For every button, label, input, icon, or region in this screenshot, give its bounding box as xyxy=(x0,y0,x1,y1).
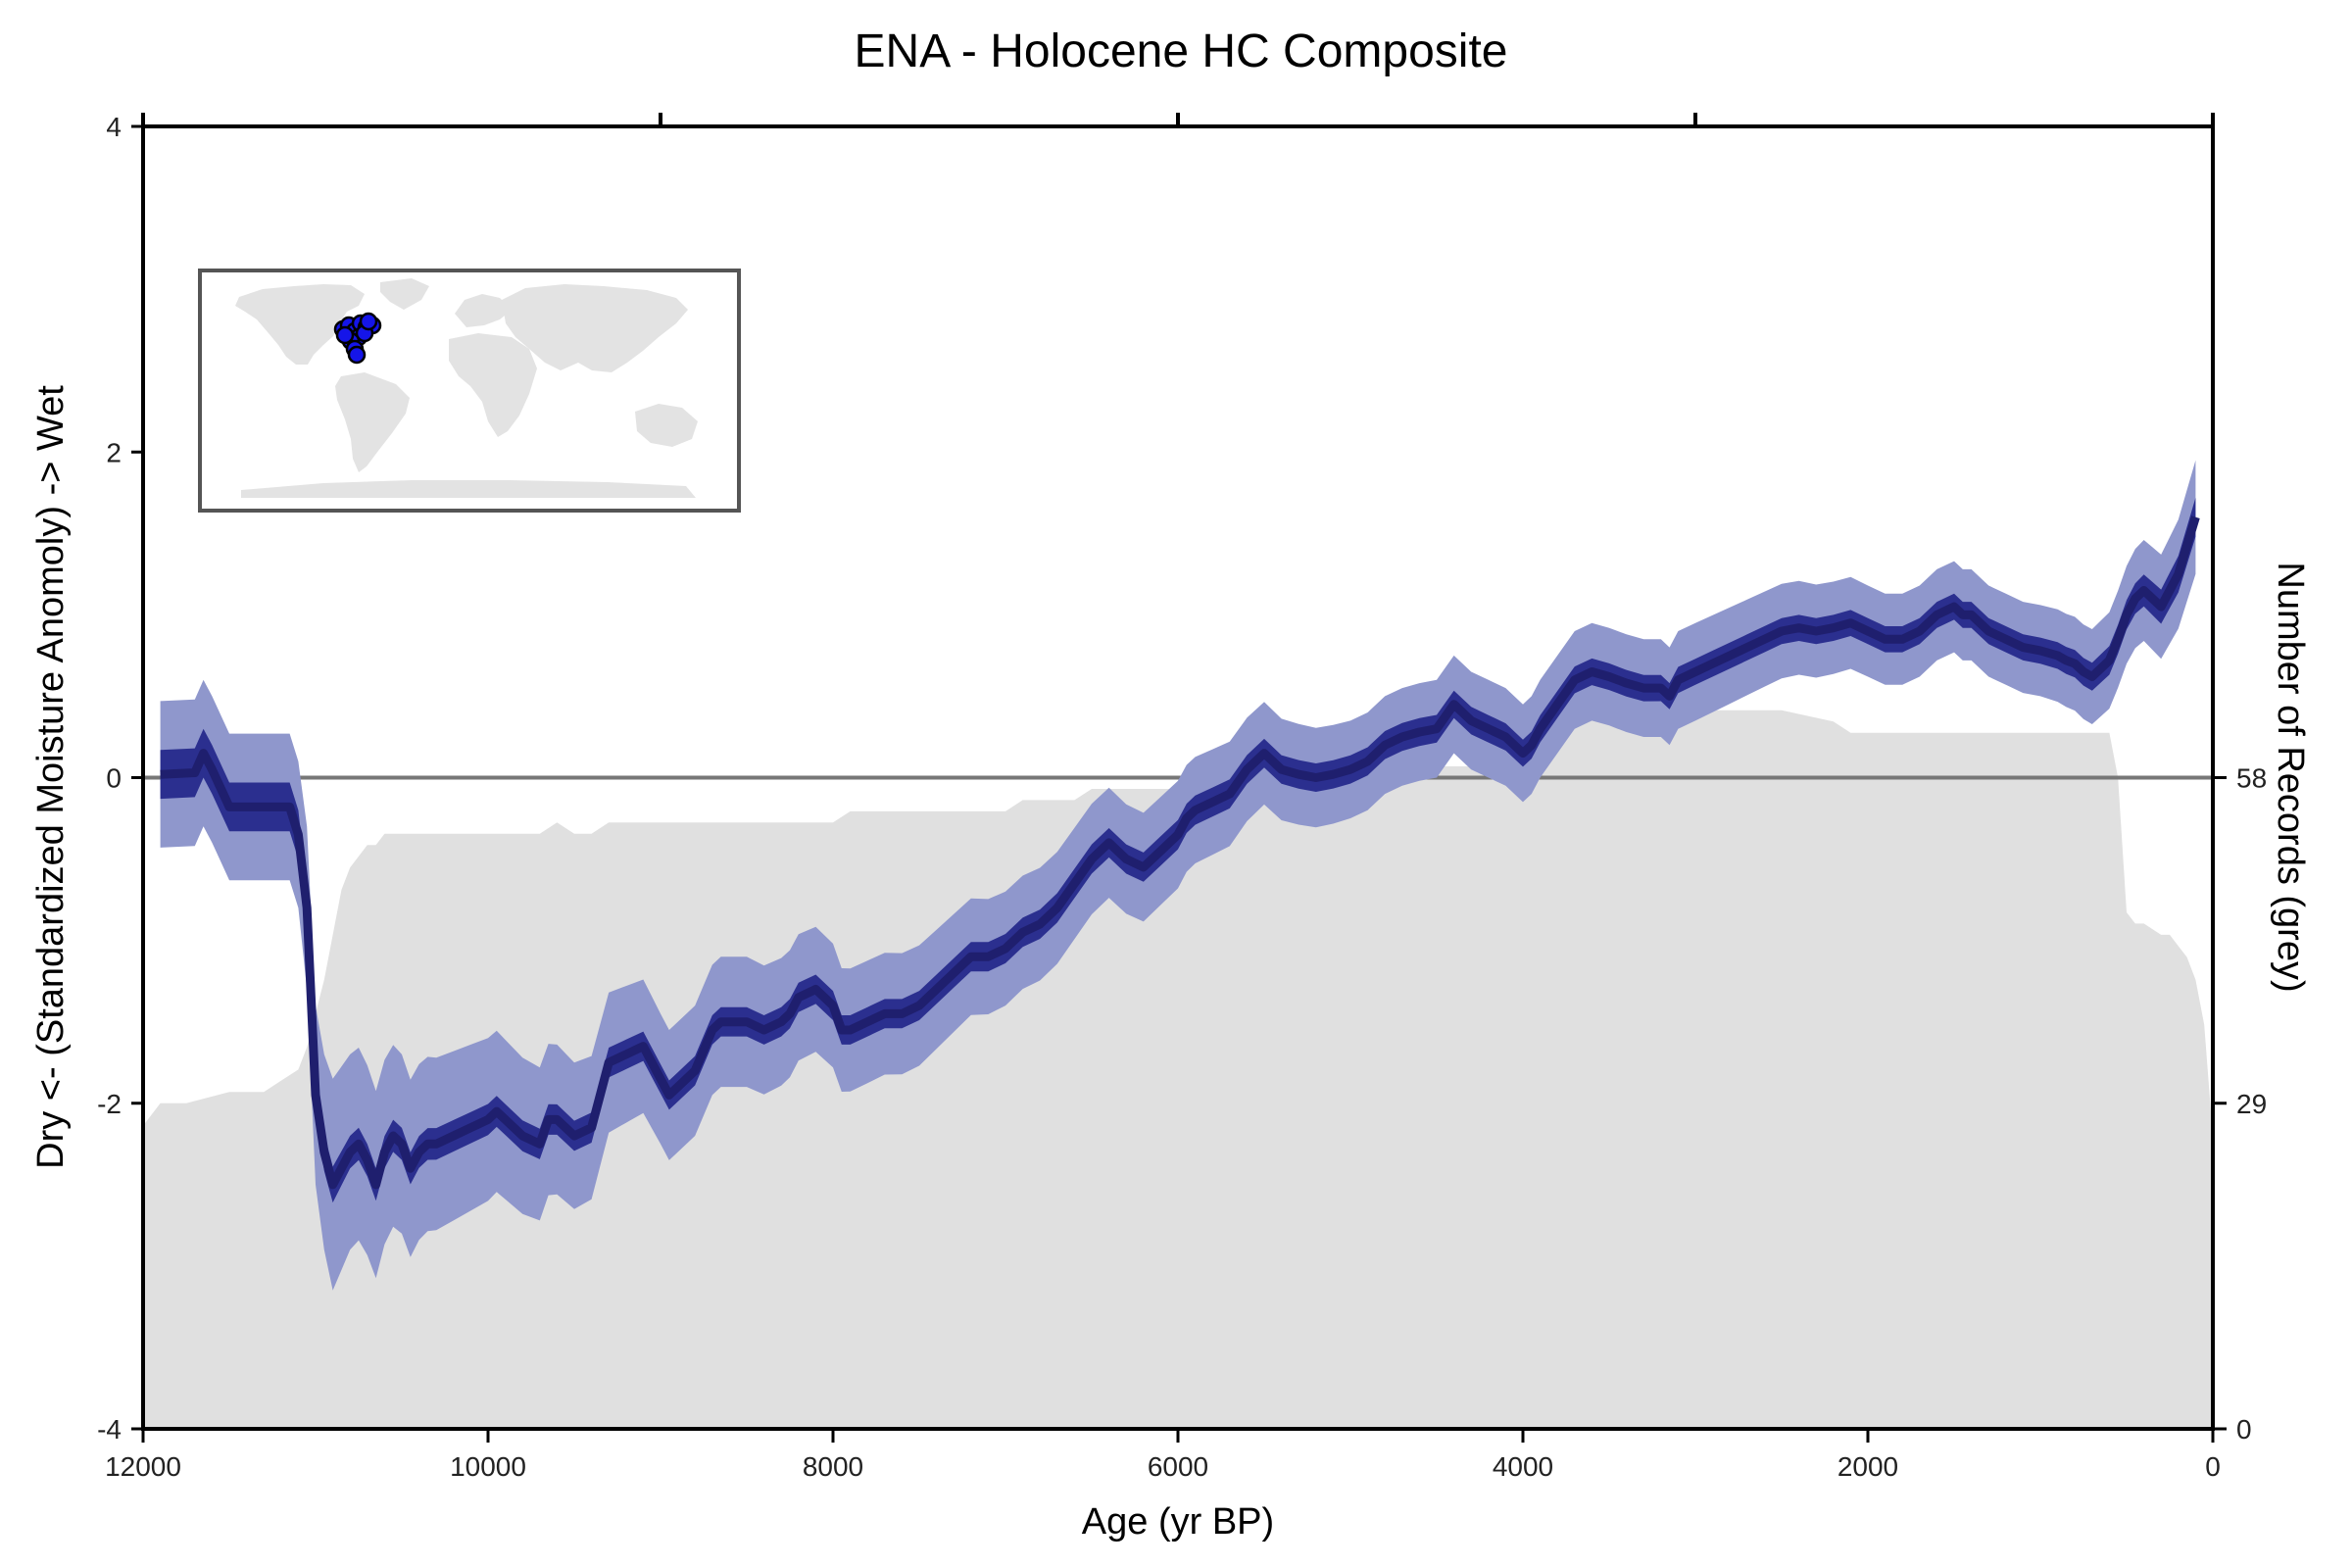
map-asia xyxy=(502,284,688,372)
map-greenland xyxy=(380,278,429,310)
y-tick-label: 0 xyxy=(106,763,122,794)
plot-area xyxy=(143,460,2213,1429)
x-axis: 12000 10000 8000 6000 4000 2000 0 xyxy=(105,1429,2221,1482)
y-axis-label: Dry <- (Standardized Moisture Anomoly) -… xyxy=(30,385,72,1169)
x-axis-label: Age (yr BP) xyxy=(1082,1501,1274,1543)
y-tick-label: -2 xyxy=(97,1089,122,1119)
x-tick-label: 8000 xyxy=(803,1451,863,1482)
map-australia xyxy=(635,404,698,447)
y2-tick-label: 58 xyxy=(2236,763,2267,794)
y-axis: 4 2 0 -2 -4 xyxy=(97,112,143,1445)
inset-world-map xyxy=(198,269,741,513)
y-axis-right: 0 29 58 xyxy=(2213,763,2267,1445)
y2-tick-label: 0 xyxy=(2236,1414,2252,1445)
x-tick-label: 0 xyxy=(2205,1451,2221,1482)
y-tick-label: 4 xyxy=(106,112,122,142)
chart-title: ENA - Holocene HC Composite xyxy=(855,25,1508,77)
records-area xyxy=(143,710,2213,1429)
map-south-america xyxy=(335,372,410,472)
x-tick-label: 6000 xyxy=(1148,1451,1208,1482)
map-north-america xyxy=(235,284,365,365)
x-tick-label: 12000 xyxy=(105,1451,181,1482)
y2-axis-label: Number of Records (grey) xyxy=(2270,562,2311,992)
map-antarctica xyxy=(241,480,696,498)
x-tick-label: 10000 xyxy=(450,1451,526,1482)
map-land xyxy=(235,278,698,498)
x-tick-label: 4000 xyxy=(1493,1451,1553,1482)
y-tick-label: 2 xyxy=(106,437,122,467)
y-tick-label: -4 xyxy=(97,1414,122,1445)
x-tick-label: 2000 xyxy=(1838,1451,1898,1482)
map-sites xyxy=(333,312,382,365)
site-marker xyxy=(347,345,367,365)
x-axis-top xyxy=(141,113,2215,126)
site-marker xyxy=(359,312,378,331)
y2-tick-label: 29 xyxy=(2236,1089,2267,1119)
map-africa xyxy=(449,333,537,437)
map-europe xyxy=(455,294,512,327)
site-marker xyxy=(335,325,355,345)
median-line xyxy=(160,515,2200,1190)
